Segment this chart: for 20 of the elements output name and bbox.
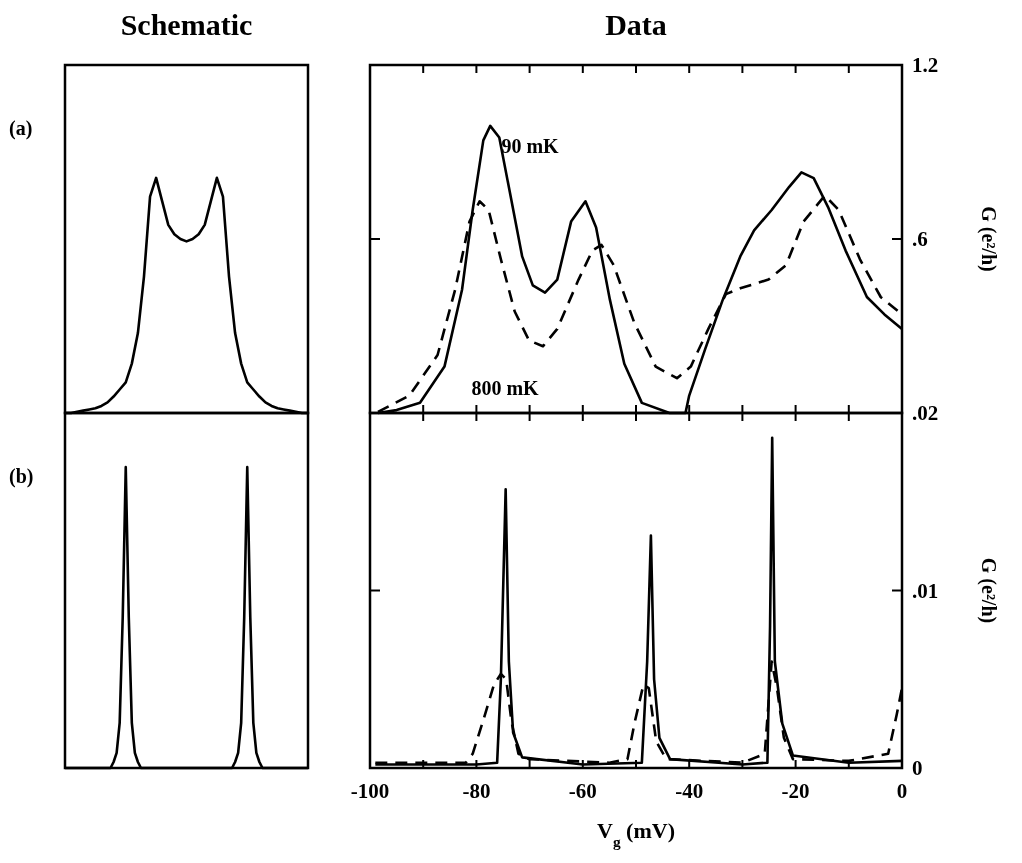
x-tick-label: -100 <box>350 779 390 803</box>
chart-title: Data <box>605 8 667 41</box>
text: (a) <box>9 117 33 140</box>
y-axis-title: G (e²/h) <box>977 206 1000 272</box>
y-tick-label: .01 <box>912 578 939 603</box>
y-tick-label: 0 <box>912 756 923 780</box>
x-axis-title: V$_{g}$ (mV) <box>597 818 675 850</box>
y-tick-label: .6 <box>912 227 928 251</box>
y-tick-label: .02 <box>912 401 939 425</box>
annotation: 800 mK <box>471 377 540 399</box>
chart-title: Schematic <box>120 8 253 41</box>
x-tick-label: 0 <box>896 779 908 803</box>
annotation: 90 mK <box>501 135 560 157</box>
x-tick-label: -20 <box>781 779 810 803</box>
y-axis-title: G (e²/h) <box>977 557 1000 624</box>
text: (b) <box>9 465 34 488</box>
y-tick-label: 1.2 <box>912 53 939 77</box>
x-tick-label: -40 <box>675 779 704 803</box>
x-tick-label: -60 <box>568 779 597 803</box>
x-tick-label: -80 <box>462 779 491 803</box>
